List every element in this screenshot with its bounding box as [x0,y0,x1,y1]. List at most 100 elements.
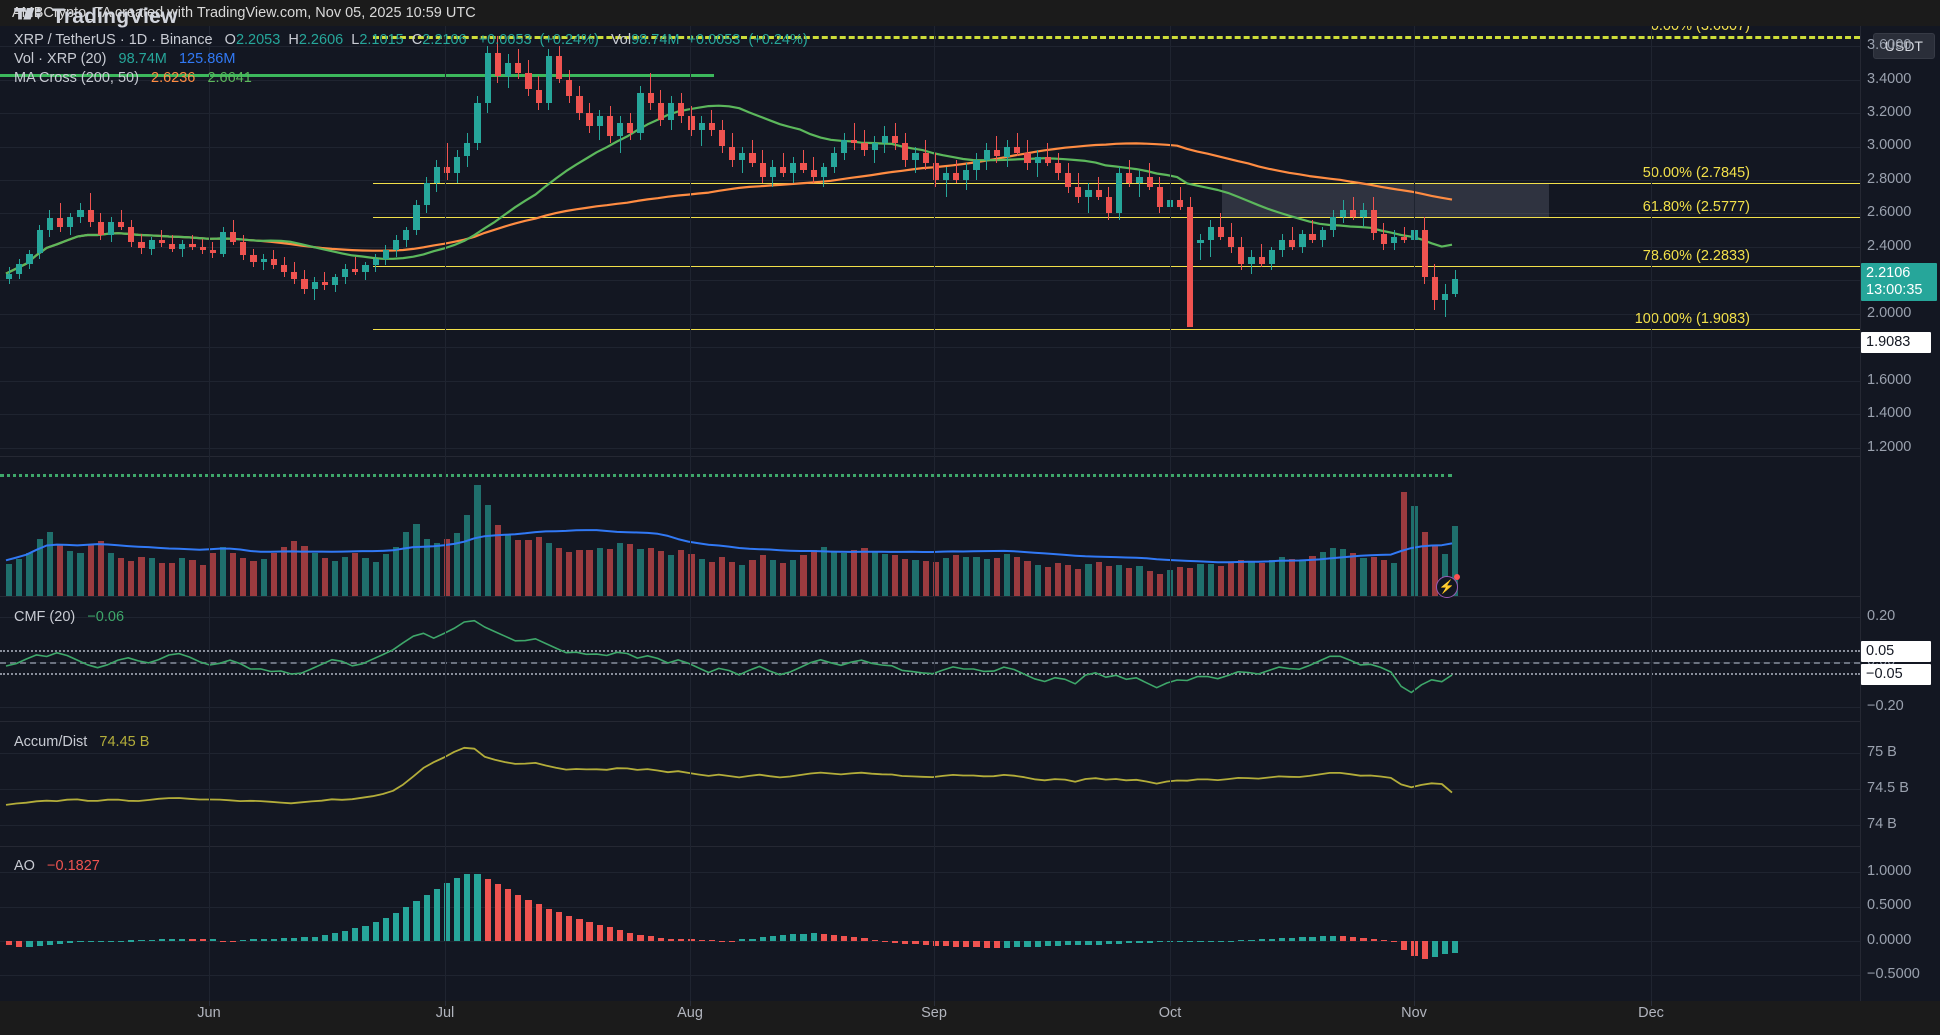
ao-bar[interactable] [311,936,318,941]
volume-bar[interactable] [769,559,776,596]
volume-bar[interactable] [555,548,563,596]
ao-bar[interactable] [1054,940,1062,947]
support-line-green[interactable] [0,73,714,77]
ao-bar[interactable] [138,940,145,942]
ao-bar[interactable] [688,939,695,941]
candle-body[interactable] [1024,153,1031,164]
price-legend[interactable]: XRP / TetherUS · 1D · Binance O2.2053 H2… [14,32,808,48]
volume-bar[interactable] [403,531,410,596]
ao-bar[interactable] [1441,940,1449,955]
ao-bar[interactable] [535,904,542,941]
volume-bar[interactable] [97,541,104,596]
volume-bar[interactable] [1217,566,1225,596]
volume-bar[interactable] [902,559,909,596]
ao-bar[interactable] [87,940,94,942]
fib-line[interactable] [373,329,1860,331]
candle-body[interactable] [1350,210,1357,217]
candle-body[interactable] [922,153,929,164]
candle-body[interactable] [443,166,451,174]
ao-bar[interactable] [107,940,115,942]
volume-bar[interactable] [1340,548,1347,596]
volume-bar[interactable] [698,558,705,596]
candle-body[interactable] [932,163,939,180]
candle-body[interactable] [749,153,756,164]
volume-bar[interactable] [973,556,980,596]
candle-body[interactable] [97,221,104,236]
volume-bar[interactable] [87,544,94,596]
candle-body[interactable] [199,246,206,251]
ao-bar[interactable] [739,939,746,941]
candle-body[interactable] [790,163,797,174]
candle-body[interactable] [667,103,675,120]
volume-bar[interactable] [382,554,390,596]
ao-bar[interactable] [1360,937,1367,941]
volume-bar[interactable] [525,539,532,596]
volume-bar[interactable] [922,560,929,596]
candle-body[interactable] [841,139,848,154]
ao-bar[interactable] [1156,940,1163,943]
volume-bar[interactable] [1309,556,1316,596]
ao-bar[interactable] [36,940,43,946]
ao-bar[interactable] [26,940,33,947]
ao-bar[interactable] [1044,940,1051,947]
ma-cross-legend[interactable]: MA Cross (200, 50) 2.6236 2.6641 [14,69,252,88]
ao-bar[interactable] [942,940,950,947]
ao-bar[interactable] [1095,940,1102,945]
ao-bar[interactable] [291,937,298,941]
volume-bar[interactable] [77,552,84,596]
ao-bar[interactable] [189,938,196,941]
ao-bar[interactable] [423,894,430,941]
ao-bar[interactable] [484,878,491,941]
ao-bar[interactable] [1126,940,1133,944]
volume-bar[interactable] [505,533,512,596]
fib-line[interactable] [373,266,1860,268]
ao-bar[interactable] [454,878,461,941]
volume-bar[interactable] [1452,525,1459,596]
ao-bar[interactable] [382,917,390,941]
volume-bar[interactable] [515,540,522,596]
candle-body[interactable] [352,268,359,272]
ao-bar[interactable] [1329,935,1337,941]
volume-bar[interactable] [250,561,257,596]
candle-body[interactable] [1065,173,1072,187]
candle-body[interactable] [1207,226,1214,241]
candle-body[interactable] [545,56,552,103]
candle-body[interactable] [209,250,216,254]
ao-bar[interactable] [912,940,919,945]
ao-bar[interactable] [352,928,359,941]
volume-bar[interactable] [168,562,176,596]
candle-body[interactable] [1054,163,1062,174]
candle-body[interactable] [576,96,583,113]
volume-bar[interactable] [1228,563,1235,596]
ao-bar[interactable] [97,940,104,942]
volume-bar[interactable] [871,551,878,596]
ao-bar[interactable] [525,900,532,941]
ao-bar[interactable] [331,933,339,941]
candle-body[interactable] [250,255,257,262]
candle-body[interactable] [759,163,766,177]
volume-pane[interactable] [0,456,1860,596]
volume-bar[interactable] [912,560,919,596]
ao-bar[interactable] [494,883,502,941]
candle-body[interactable] [1187,206,1194,328]
volume-bar[interactable] [1126,567,1133,596]
volume-bar[interactable] [830,550,838,596]
candle-body[interactable] [403,230,410,241]
volume-bar[interactable] [1278,556,1286,596]
candle-body[interactable] [1228,236,1235,247]
ao-bar[interactable] [1207,940,1214,942]
ao-bar[interactable] [1370,939,1377,941]
candle-body[interactable] [1329,216,1337,231]
ao-bar[interactable] [1268,938,1275,941]
candle-body[interactable] [1034,156,1041,164]
volume-bar[interactable] [545,543,552,596]
candle-body[interactable] [1452,278,1459,294]
volume-bar[interactable] [667,554,675,596]
ao-bar[interactable] [769,936,776,941]
time-axis[interactable]: Jun Jul Aug Sep Oct Nov Dec [0,1001,1940,1035]
candle-body[interactable] [1431,277,1438,301]
volume-bar[interactable] [1360,557,1367,596]
ao-bar[interactable] [993,940,1001,949]
ao-bar[interactable] [891,940,899,943]
volume-bar[interactable] [586,550,593,596]
